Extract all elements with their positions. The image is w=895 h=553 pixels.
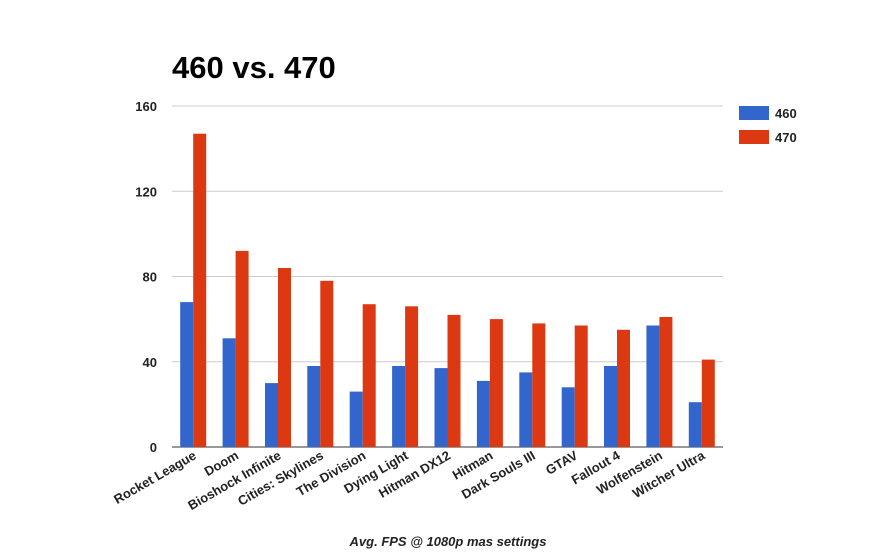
bar-460-4: [349, 391, 363, 447]
bar-460-7: [476, 380, 490, 447]
y-tick-label: 120: [135, 184, 157, 199]
bar-470-9: [574, 325, 588, 447]
y-tick-label: 160: [135, 99, 157, 114]
x-category-label: Witcher Ultra: [630, 447, 708, 501]
legend-swatch: [739, 130, 769, 144]
legend-label: 460: [775, 106, 797, 121]
x-axis-label: Avg. FPS @ 1080p mas settings: [349, 534, 547, 549]
bar-470-6: [447, 314, 461, 447]
bar-460-5: [392, 366, 406, 447]
bar-460-1: [222, 338, 236, 447]
legend-swatch: [739, 106, 769, 120]
bar-460-10: [604, 366, 617, 447]
chart-title: 460 vs. 470: [172, 50, 336, 85]
bar-470-10: [617, 329, 630, 447]
y-tick-label: 0: [150, 440, 157, 455]
bar-470-7: [489, 319, 503, 447]
y-tick-label: 80: [143, 270, 157, 285]
y-axis-ticks: 0 40 80 120 160: [135, 99, 157, 455]
bar-470-12: [701, 359, 715, 447]
bar-470-11: [659, 317, 673, 447]
bars: [180, 133, 715, 447]
bar-460-11: [646, 325, 660, 447]
bar-470-1: [235, 250, 249, 447]
bar-460-12: [688, 402, 702, 447]
bar-460-2: [265, 383, 278, 447]
bar-470-3: [320, 280, 334, 447]
y-tick-label: 40: [143, 355, 157, 370]
bar-460-3: [307, 366, 321, 447]
legend-label: 470: [775, 130, 797, 145]
bar-460-0: [180, 302, 194, 447]
bar-460-8: [519, 372, 533, 447]
bar-470-4: [362, 304, 376, 447]
bar-460-6: [434, 368, 448, 447]
bar-470-5: [405, 306, 419, 447]
bar-470-8: [532, 323, 546, 447]
bar-460-9: [561, 387, 575, 447]
bar-470-0: [193, 133, 207, 447]
legend: 460 470: [739, 106, 797, 145]
x-category-label: Rocket League: [111, 448, 199, 507]
gridlines: [172, 105, 723, 448]
bar-470-2: [278, 268, 291, 447]
